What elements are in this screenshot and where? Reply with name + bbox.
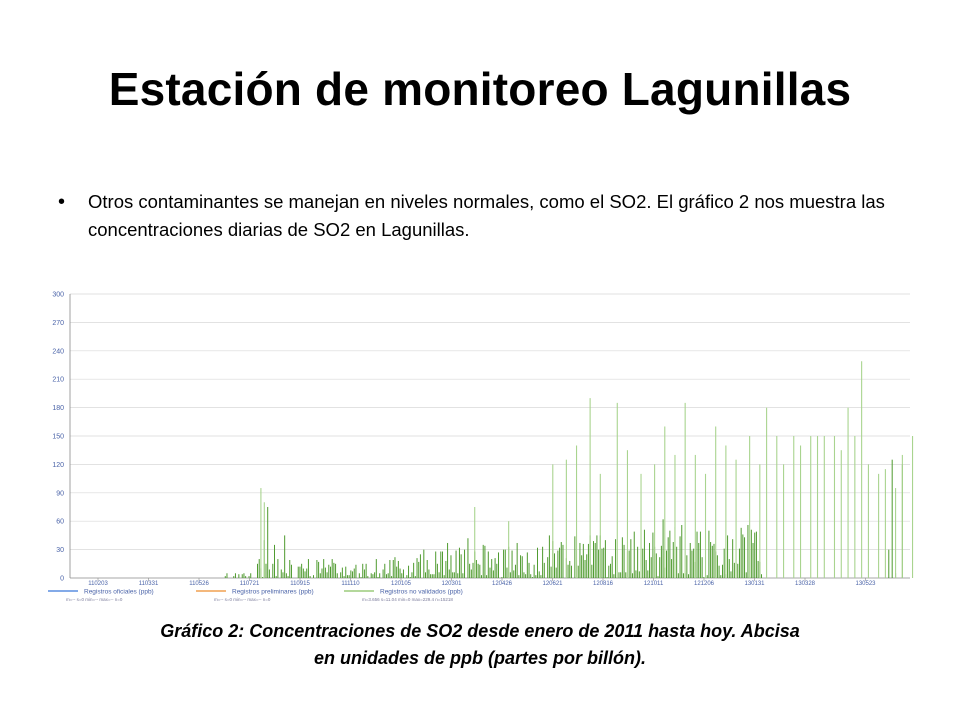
x-tick-label: 121011 xyxy=(644,581,664,587)
x-tick-label: 120426 xyxy=(492,581,513,587)
y-tick-label: 30 xyxy=(56,547,64,554)
legend-label: Registros oficiales (ppb) xyxy=(84,589,154,596)
so2-chart: 0 30 60 90 120 150 180 210 240 270 300 110203 11033… xyxy=(48,292,914,602)
y-tick-label: 60 xyxy=(56,519,64,526)
legend-stats: m=-- s=0 min=-- max=-- n=0 xyxy=(214,597,271,602)
y-tick-label: 240 xyxy=(52,348,64,355)
y-tick-label: 210 xyxy=(52,377,64,384)
legend-stats: m=3.656 s=11.04 min=0 max=229.4 n=15218 xyxy=(362,597,453,602)
x-tick-label: 110526 xyxy=(189,581,209,587)
caption-line-1: Gráfico 2: Concentraciones de SO2 desde … xyxy=(160,621,800,641)
chart-caption: Gráfico 2: Concentraciones de SO2 desde … xyxy=(0,618,960,672)
legend-label: Registros no validados (ppb) xyxy=(380,589,463,596)
y-tick-label: 300 xyxy=(52,292,64,299)
x-tick-label: 120105 xyxy=(391,581,412,587)
legend-stats: m=-- s=0 min=-- max=-- n=0 xyxy=(66,597,123,602)
x-tick-label: 130131 xyxy=(744,581,765,587)
x-tick-labels: 110203 110331 110526 110721 110915 111110 1201… xyxy=(88,578,876,587)
y-tick-label: 0 xyxy=(60,576,64,583)
x-tick-label: 111110 xyxy=(341,581,360,587)
x-tick-label: 120816 xyxy=(593,581,614,587)
bullet-text: Otros contaminantes se manejan en nivele… xyxy=(88,191,885,240)
x-tick-label: 120621 xyxy=(542,581,563,587)
x-tick-label: 121206 xyxy=(694,581,715,587)
caption-line-2: en unidades de ppb (partes por billón). xyxy=(313,648,646,668)
x-tick-label: 110721 xyxy=(240,581,260,587)
x-tick-label: 110331 xyxy=(139,581,159,587)
y-tick-label: 120 xyxy=(52,462,64,469)
legend-label: Registros preliminares (ppb) xyxy=(232,589,314,596)
y-tick-label: 90 xyxy=(56,490,64,497)
x-tick-label: 110915 xyxy=(290,581,310,587)
y-tick-labels: 0 30 60 90 120 150 180 210 240 270 300 xyxy=(52,292,64,583)
chart-legend: Registros oficiales (ppb)m=-- s=0 min=--… xyxy=(48,589,463,602)
x-tick-label: 130328 xyxy=(795,581,816,587)
y-tick-label: 270 xyxy=(52,320,64,327)
chart-grid xyxy=(69,293,910,579)
bullet-dot-icon: • xyxy=(58,191,66,213)
x-tick-label: 130523 xyxy=(855,581,876,587)
x-tick-label: 110203 xyxy=(88,581,108,587)
chart-bars xyxy=(224,361,914,578)
y-tick-label: 180 xyxy=(52,405,64,412)
y-tick-label: 150 xyxy=(52,434,64,441)
x-tick-label: 120301 xyxy=(441,581,462,587)
slide-title: Estación de monitoreo Lagunillas xyxy=(108,63,852,115)
